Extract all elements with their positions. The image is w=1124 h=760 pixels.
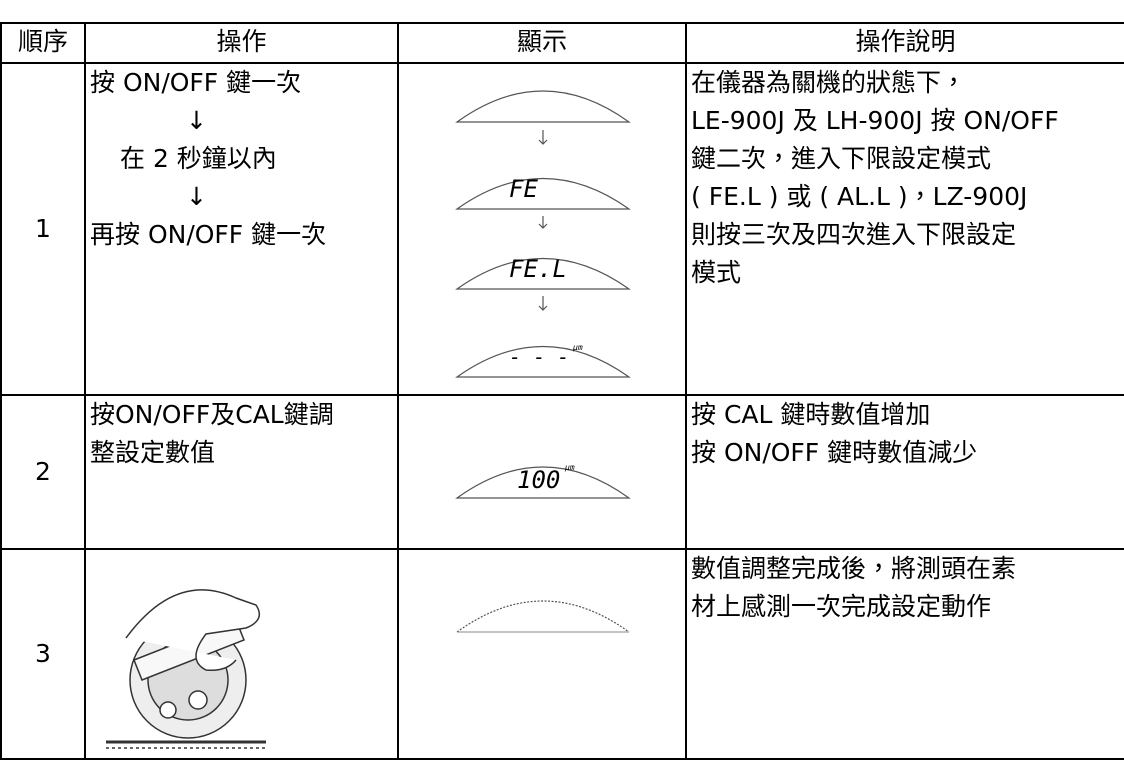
step: 1 bbox=[0, 62, 86, 396]
description-line: LE-900J 及 LH-900J 按 ON/OFF bbox=[691, 106, 1059, 135]
arrow bbox=[538, 130, 548, 145]
lcd-dome bbox=[455, 178, 631, 210]
header-cell: 顯示 bbox=[397, 22, 687, 64]
description-line: 材上感測一次完成設定動作 bbox=[691, 592, 992, 621]
description-line: 則按三次及四次進入下限設定 bbox=[691, 220, 1017, 249]
operation-line: ↓ bbox=[186, 106, 207, 135]
header-row: 順序 操作 顯示 操作說明 bbox=[0, 22, 1124, 64]
description-line: ( FE.L ) 或 ( AL.L )，LZ-900J bbox=[691, 182, 1028, 211]
display-cell: FE FE.L - - - µm bbox=[397, 62, 687, 396]
operation-line: 再按 ON/OFF 鍵一次 bbox=[90, 220, 327, 249]
display-sequence: 100 µm bbox=[455, 463, 631, 499]
operation-line: 在 2 秒鐘以內 bbox=[120, 144, 277, 173]
description-line: 數值調整完成後，將測頭在素 bbox=[691, 554, 1017, 583]
operation-line: ↓ bbox=[186, 182, 207, 211]
description-cell: 按 CAL 鍵時數值增加 按 ON/OFF 鍵時數值減少 bbox=[685, 394, 1124, 550]
settings-table: 順序 操作 顯示 操作說明 1 按 ON/OFF 鍵一次 ↓ 在 2 秒鐘以內 … bbox=[0, 22, 1124, 760]
lcd-dome bbox=[455, 466, 631, 499]
lcd-dome bbox=[455, 346, 631, 378]
header-cell: 操作 bbox=[84, 22, 399, 64]
arrow bbox=[538, 216, 548, 229]
description-line: 按 CAL 鍵時數值增加 bbox=[691, 400, 931, 429]
step: 3 bbox=[0, 548, 86, 760]
row: 2 按ON/OFF及CAL鍵調 整設定數值 100 µm 按 CAL 鍵時數值增… bbox=[0, 394, 1124, 550]
lcd-digits: FE bbox=[509, 175, 538, 203]
operation-cell: 按 ON/OFF 鍵一次 ↓ 在 2 秒鐘以內 ↓ 再按 ON/OFF 鍵一次 bbox=[84, 62, 399, 396]
row: 1 按 ON/OFF 鍵一次 ↓ 在 2 秒鐘以內 ↓ 再按 ON/OFF 鍵一… bbox=[0, 62, 1124, 396]
arrow bbox=[538, 296, 548, 311]
header-cell: 操作說明 bbox=[685, 22, 1124, 64]
row: 3 數值調整完成後，將測頭在素 bbox=[0, 548, 1124, 760]
lcd-digits: - - - bbox=[509, 345, 569, 369]
operation-cell: 按ON/OFF及CAL鍵調 整設定數值 bbox=[84, 394, 399, 550]
display-sequence: FE FE.L - - - µm bbox=[455, 90, 631, 378]
operation-line: 按 ON/OFF 鍵一次 bbox=[90, 68, 302, 97]
operation-cell bbox=[84, 548, 399, 760]
operation-line: 按ON/OFF及CAL鍵調 bbox=[90, 400, 334, 429]
lcd-unit: µm bbox=[564, 463, 575, 472]
description-line: 按 ON/OFF 鍵時數值減少 bbox=[691, 438, 978, 467]
description-line: 在儀器為關機的狀態下， bbox=[691, 68, 967, 97]
gauge-illustration bbox=[106, 589, 266, 749]
lcd-unit: µm bbox=[572, 343, 583, 352]
lcd-digits: 100 bbox=[517, 466, 560, 494]
lcd-dome bbox=[455, 258, 631, 290]
display-cell: 100 µm bbox=[397, 394, 687, 550]
step: 2 bbox=[0, 394, 86, 550]
lcd-dome bbox=[455, 90, 631, 123]
display-cell bbox=[397, 548, 687, 760]
lcd-digits: FE.L bbox=[509, 255, 567, 283]
description-cell: 在儀器為關機的狀態下， LE-900J 及 LH-900J 按 ON/OFF 鍵… bbox=[685, 62, 1124, 396]
lcd-dome bbox=[456, 600, 630, 633]
operation-line: 整設定數值 bbox=[90, 438, 216, 467]
description-cell: 數值調整完成後，將測頭在素 材上感測一次完成設定動作 bbox=[685, 548, 1124, 760]
description-line: 鍵二次，進入下限設定模式 bbox=[691, 144, 992, 173]
description-line: 模式 bbox=[691, 258, 742, 287]
display-sequence bbox=[456, 600, 630, 633]
header-cell: 順序 bbox=[0, 22, 86, 64]
